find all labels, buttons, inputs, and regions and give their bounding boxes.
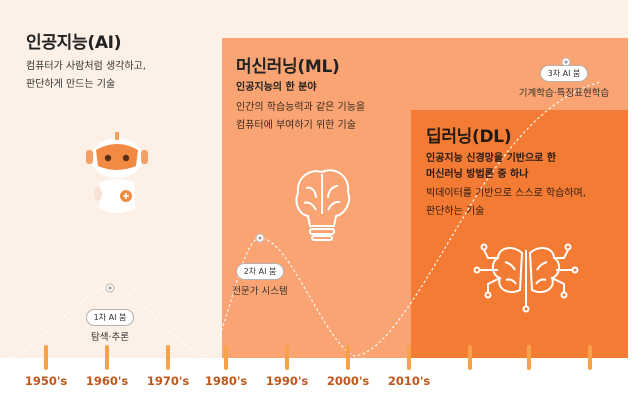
timeline-ticks: [44, 345, 592, 370]
ai-desc-line-2: 판단하게 만드는 기술: [26, 79, 116, 90]
dl-desc-line-2: 판단하는 기술: [426, 206, 485, 217]
boom-caption: 전문가 시스템: [232, 286, 288, 297]
boom-badge: 1차 AI 붐: [85, 309, 135, 326]
boom-caption: 탐색·추론: [91, 332, 129, 343]
boom-dot-1: [105, 283, 115, 293]
dl-desc-line-1: 빅데이터를 기반으로 스스로 학습하며,: [426, 188, 586, 199]
year-label: 1970's: [146, 374, 190, 388]
timeline: 1950's 1960's 1970's 1980's 1990's 2000'…: [0, 358, 642, 404]
ml-description: 인간의 학습능력과 같은 기능을 컴퓨터에 부여하기 위한 기술: [236, 99, 365, 135]
boom-dot-2: [255, 233, 265, 243]
ml-subtitle: 인공지능의 한 분야: [236, 82, 317, 93]
ai-desc-line-1: 컴퓨터가 사람처럼 생각하고,: [26, 61, 146, 72]
ai-title: 인공지능(AI): [26, 33, 122, 53]
ml-desc-line-2: 컴퓨터에 부여하기 위한 기술: [236, 120, 356, 131]
year-label: 2010's: [387, 374, 431, 388]
ml-desc-line-1: 인간의 학습능력과 같은 기능을: [236, 102, 366, 113]
year-label: 1980's: [204, 374, 248, 388]
boom-badge: 2차 AI 붐: [235, 263, 285, 280]
year-label: 1950's: [24, 374, 68, 388]
boom-badge: 3차 AI 붐: [539, 65, 589, 82]
dl-subtitle-line-1: 인공지능 신경망을 기반으로 한: [426, 153, 557, 164]
year-label: 1990's: [265, 374, 309, 388]
dl-subtitle: 인공지능 신경망을 기반으로 한 머신러닝 방법론 중 하나: [426, 151, 556, 183]
boom-caption: 기계학습·특징표현학습: [518, 88, 610, 99]
robot-icon: [86, 132, 148, 213]
ml-title: 머신러닝(ML): [236, 57, 340, 77]
ai-boom-2: 2차 AI 붐 전문가 시스템: [222, 259, 298, 297]
ai-boom-3: 3차 AI 붐 기계학습·특징표현학습: [505, 61, 623, 99]
dl-subtitle-line-2: 머신러닝 방법론 중 하나: [426, 169, 529, 180]
year-label: 1960's: [85, 374, 129, 388]
year-label: 2000's: [326, 374, 370, 388]
dl-description: 빅데이터를 기반으로 스스로 학습하며, 판단하는 기술: [426, 185, 586, 221]
circuit-brain-icon: [473, 243, 579, 313]
dl-panel: [411, 110, 628, 358]
brain-bulb-icon: [295, 169, 351, 241]
ai-description: 컴퓨터가 사람처럼 생각하고, 판단하게 만드는 기술: [26, 58, 146, 94]
dl-title: 딥러닝(DL): [426, 127, 512, 147]
ai-boom-1: 1차 AI 붐 탐색·추론: [75, 305, 145, 343]
